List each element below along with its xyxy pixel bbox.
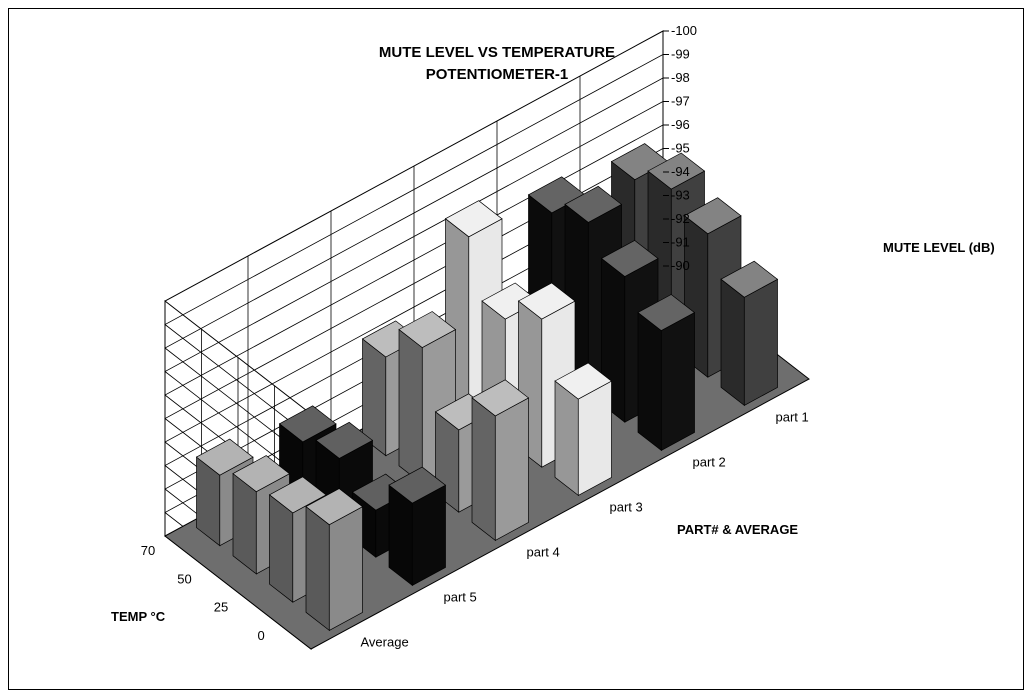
temperature-tick-label: 0 xyxy=(258,628,265,643)
bar-part-4-t0 xyxy=(471,379,530,542)
chart-labels: MUTE LEVEL VS TEMPERATURE POTENTIOMETER-… xyxy=(111,44,995,624)
series-tick-label: part 1 xyxy=(776,410,809,425)
bar-part-3-t0 xyxy=(554,362,613,497)
y-tick-label: -97 xyxy=(671,94,690,109)
bar-part-2-t0 xyxy=(637,294,696,452)
y-tick-label: -96 xyxy=(671,117,690,132)
chart-frame: MUTE LEVEL VS TEMPERATURE POTENTIOMETER-… xyxy=(8,8,1024,690)
y-tick-label: -100 xyxy=(671,23,697,38)
y-tick-label: -94 xyxy=(671,164,690,179)
bar-part-5-t0 xyxy=(388,466,447,587)
series-tick-label: part 5 xyxy=(444,590,477,605)
x-axis-label: TEMP °C xyxy=(111,609,166,624)
chart-title: MUTE LEVEL VS TEMPERATURE xyxy=(379,44,615,61)
mute-level-3d-bar-chart: MUTE LEVEL VS TEMPERATURE POTENTIOMETER-… xyxy=(111,23,995,651)
bar-part-1-t0 xyxy=(720,260,779,407)
z-axis-label: PART# & AVERAGE xyxy=(677,522,798,537)
series-tick-label: part 3 xyxy=(610,500,643,515)
chart-subtitle: POTENTIOMETER-1 xyxy=(426,66,569,83)
temperature-tick-label: 50 xyxy=(177,571,191,586)
tick-labels: -90 -91 -92 -93 -94 -95 -96 -97 -98 -99 -100 0 25 50 7… xyxy=(141,23,809,650)
y-tick-label: -92 xyxy=(671,211,690,226)
bars xyxy=(195,143,779,632)
series-tick-label: part 4 xyxy=(527,545,560,560)
temperature-tick-label: 70 xyxy=(141,543,155,558)
series-tick-label: part 2 xyxy=(693,455,726,470)
temperature-tick-label: 25 xyxy=(214,600,228,615)
y-axis-label: MUTE LEVEL (dB) xyxy=(883,240,995,255)
series-tick-label: Average xyxy=(361,635,409,650)
y-tick-label: -93 xyxy=(671,188,690,203)
y-tick-label: -98 xyxy=(671,70,690,85)
y-tick-label: -90 xyxy=(671,258,690,273)
y-tick-label: -91 xyxy=(671,235,690,250)
y-tick-label: -99 xyxy=(671,47,690,62)
bar-average-t0 xyxy=(305,488,364,632)
y-tick-label: -95 xyxy=(671,141,690,156)
